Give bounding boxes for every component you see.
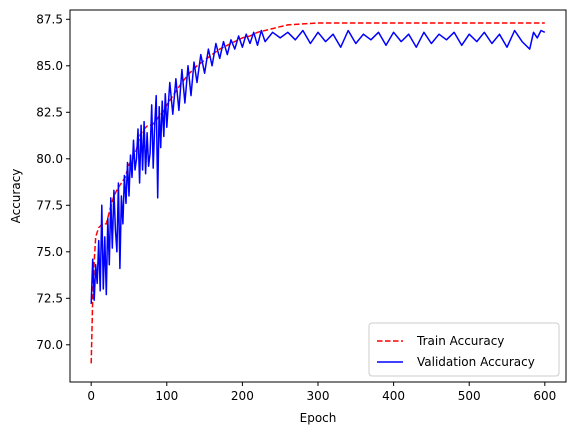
plot-background	[70, 10, 566, 382]
legend-box	[368, 322, 560, 377]
legend: Train Accuracy Validation Accuracy	[368, 322, 560, 377]
y-tick-label: 85.0	[36, 59, 63, 73]
y-tick-label: 77.5	[36, 198, 63, 212]
x-axis: 0 100 200 300 400 500 600	[87, 382, 556, 403]
legend-label-train: Train Accuracy	[416, 334, 504, 348]
y-tick-label: 75.0	[36, 245, 63, 259]
x-tick-label: 0	[87, 389, 95, 403]
x-tick-label: 100	[155, 389, 178, 403]
legend-label-validation: Validation Accuracy	[417, 355, 535, 369]
x-tick-label: 400	[382, 389, 405, 403]
series-line-validation	[90, 29, 546, 304]
x-tick-label: 600	[533, 389, 556, 403]
y-axis: 70.0 72.5 75.0 77.5 80.0 82.5 85.0 87.5	[36, 12, 70, 352]
x-tick-label: 300	[307, 389, 330, 403]
x-tick-label: 500	[458, 389, 481, 403]
y-tick-label: 87.5	[36, 12, 63, 26]
x-axis-label: Epoch	[300, 411, 337, 425]
y-axis-label: Accuracy	[9, 169, 23, 224]
y-tick-label: 82.5	[36, 105, 63, 119]
y-tick-label: 70.0	[36, 338, 63, 352]
y-tick-label: 72.5	[36, 291, 63, 305]
y-tick-label: 80.0	[36, 152, 63, 166]
x-tick-label: 200	[231, 389, 254, 403]
series-layer	[90, 22, 546, 364]
